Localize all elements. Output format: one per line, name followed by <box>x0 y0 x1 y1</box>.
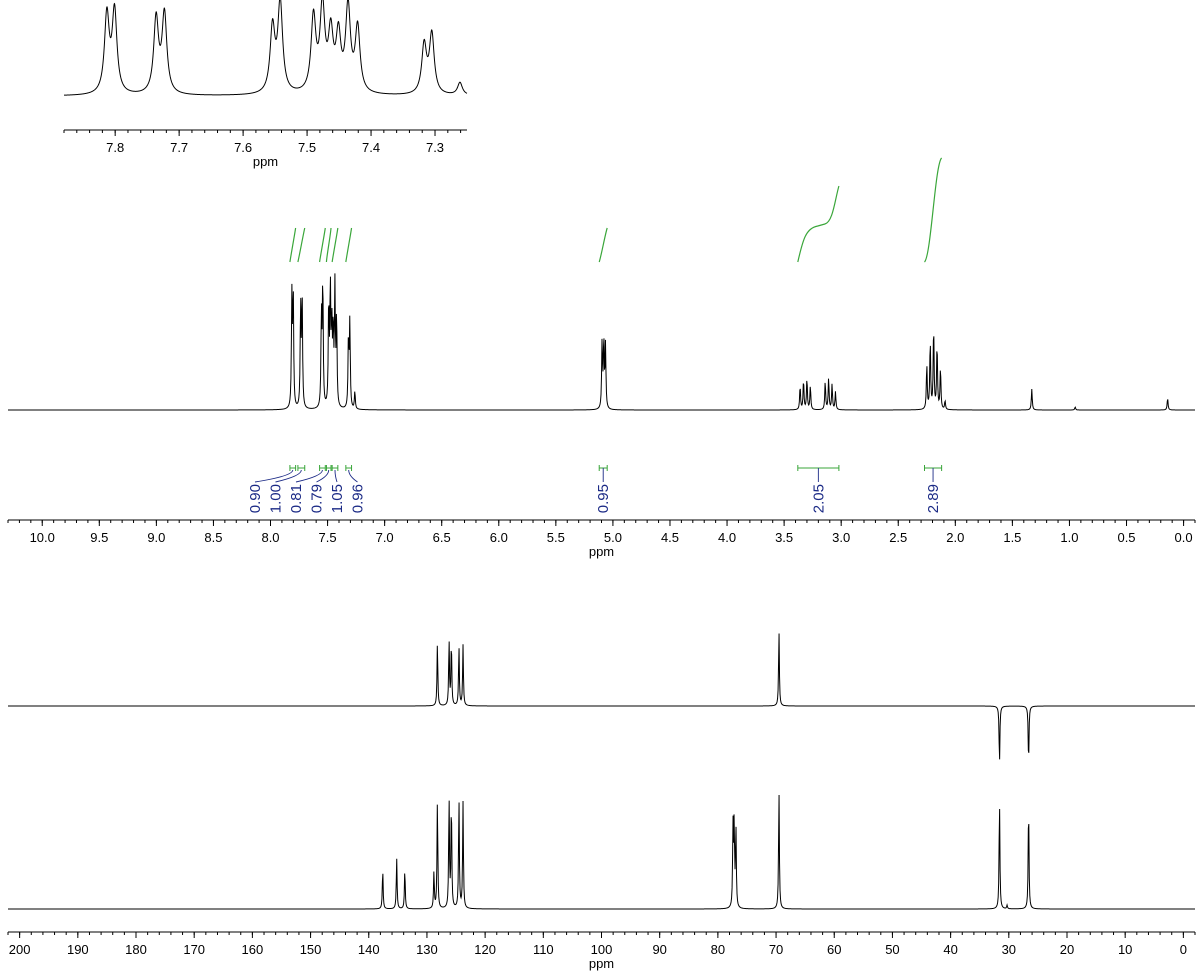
spectrum-trace <box>8 273 1195 411</box>
integral-curve-8 <box>923 157 943 263</box>
integral-value-label: 0.79 <box>309 484 326 513</box>
integral-connector-5 <box>348 469 358 483</box>
spectrum-trace <box>8 633 1195 760</box>
tick-label: 6.0 <box>490 530 508 545</box>
integral-connector-0 <box>254 469 294 483</box>
tick-label: 50 <box>885 942 899 957</box>
tick-label: 1.5 <box>1003 530 1021 545</box>
tick-label: 10.0 <box>30 530 55 545</box>
integral-curve-3 <box>325 227 332 263</box>
integral-value-label: 2.89 <box>925 484 942 513</box>
tick-label: 150 <box>300 942 322 957</box>
tick-label: 20 <box>1060 942 1074 957</box>
tick-label: 200 <box>9 942 31 957</box>
integral-bracket-3 <box>325 465 332 471</box>
integral-bracket-0 <box>289 465 297 471</box>
integral-curve-1 <box>297 227 306 263</box>
integral-value-label: 0.81 <box>288 484 305 513</box>
tick-label: 60 <box>827 942 841 957</box>
tick-label: 3.0 <box>832 530 850 545</box>
tick-label: 1.0 <box>1060 530 1078 545</box>
spectrum-trace <box>64 0 468 96</box>
integral-connector-1 <box>275 469 302 483</box>
tick-label: 180 <box>125 942 147 957</box>
tick-label: 7.5 <box>298 140 316 155</box>
tick-label: 9.0 <box>147 530 165 545</box>
integral-bracket-5 <box>345 465 353 471</box>
tick-label: 40 <box>943 942 957 957</box>
tick-label: 4.0 <box>718 530 736 545</box>
integral-curve-4 <box>331 227 339 263</box>
spectrum-trace <box>8 794 1195 910</box>
tick-label: 0.5 <box>1117 530 1135 545</box>
tick-label: 160 <box>242 942 264 957</box>
integral-connector-3 <box>316 469 330 483</box>
tick-label: 80 <box>711 942 725 957</box>
h1-inset-panel: 7.8 7.7 7.6 7.5 7.4 7.3 ppm <box>63 0 468 169</box>
tick-label: 140 <box>358 942 380 957</box>
x-axis-label: ppm <box>589 956 614 971</box>
integral-value-label: 0.90 <box>247 484 264 513</box>
integral-value-label: 0.95 <box>595 484 612 513</box>
tick-label: 100 <box>591 942 613 957</box>
x-axis-label: ppm <box>589 544 614 559</box>
tick-label: 90 <box>652 942 666 957</box>
integral-curve-7 <box>797 185 840 263</box>
integral-value-label: 1.05 <box>329 484 346 513</box>
tick-label: 2.0 <box>946 530 964 545</box>
integral-bracket-2 <box>319 465 326 471</box>
integral-value-label: 2.05 <box>810 484 827 513</box>
tick-label: 10 <box>1118 942 1132 957</box>
integral-curve-6 <box>598 227 608 263</box>
tick-label: 8.0 <box>261 530 279 545</box>
tick-label: 7.0 <box>376 530 394 545</box>
tick-label: 5.5 <box>547 530 565 545</box>
c13-dept-panel <box>8 633 1195 760</box>
tick-label: 130 <box>416 942 438 957</box>
integral-curve-0 <box>289 227 297 263</box>
integral-bracket-4 <box>331 465 339 471</box>
tick-label: 120 <box>474 942 496 957</box>
tick-label: 6.5 <box>433 530 451 545</box>
integral-value-label: 0.96 <box>350 484 367 513</box>
tick-label: 7.4 <box>362 140 380 155</box>
tick-label: 3.5 <box>775 530 793 545</box>
integral-connector-4 <box>334 469 338 483</box>
integral-value-label: 1.00 <box>268 484 285 513</box>
x-axis-label: ppm <box>253 154 278 169</box>
tick-label: 7.7 <box>170 140 188 155</box>
integral-curve-5 <box>345 227 353 263</box>
c13-full-panel: 200 190 180 170 160 150 140 130 120 110 100 90 80 70 6… <box>7 794 1196 971</box>
tick-label: 110 <box>533 942 554 957</box>
tick-label: 0 <box>1180 942 1187 957</box>
integral-bracket-1 <box>297 465 306 471</box>
h1-full-panel: 10.0 9.5 9.0 8.5 8.0 7.5 7.0 6.5 6.0 5.5 5.0 4.5 4.0… <box>7 157 1196 559</box>
tick-label: 7.8 <box>106 140 124 155</box>
tick-label: 7.3 <box>426 140 444 155</box>
tick-label: 7.6 <box>234 140 252 155</box>
integral-curve-2 <box>318 227 326 263</box>
tick-label: 170 <box>183 942 205 957</box>
tick-label: 70 <box>769 942 783 957</box>
tick-label: 190 <box>67 942 89 957</box>
tick-label: 8.5 <box>204 530 222 545</box>
tick-label: 0.0 <box>1175 530 1193 545</box>
tick-label: 2.5 <box>889 530 907 545</box>
tick-label: 5.0 <box>604 530 622 545</box>
tick-label: 4.5 <box>661 530 679 545</box>
tick-label: 9.5 <box>90 530 108 545</box>
tick-label: 7.5 <box>319 530 337 545</box>
integral-connector-2 <box>295 469 323 483</box>
tick-label: 30 <box>1002 942 1016 957</box>
